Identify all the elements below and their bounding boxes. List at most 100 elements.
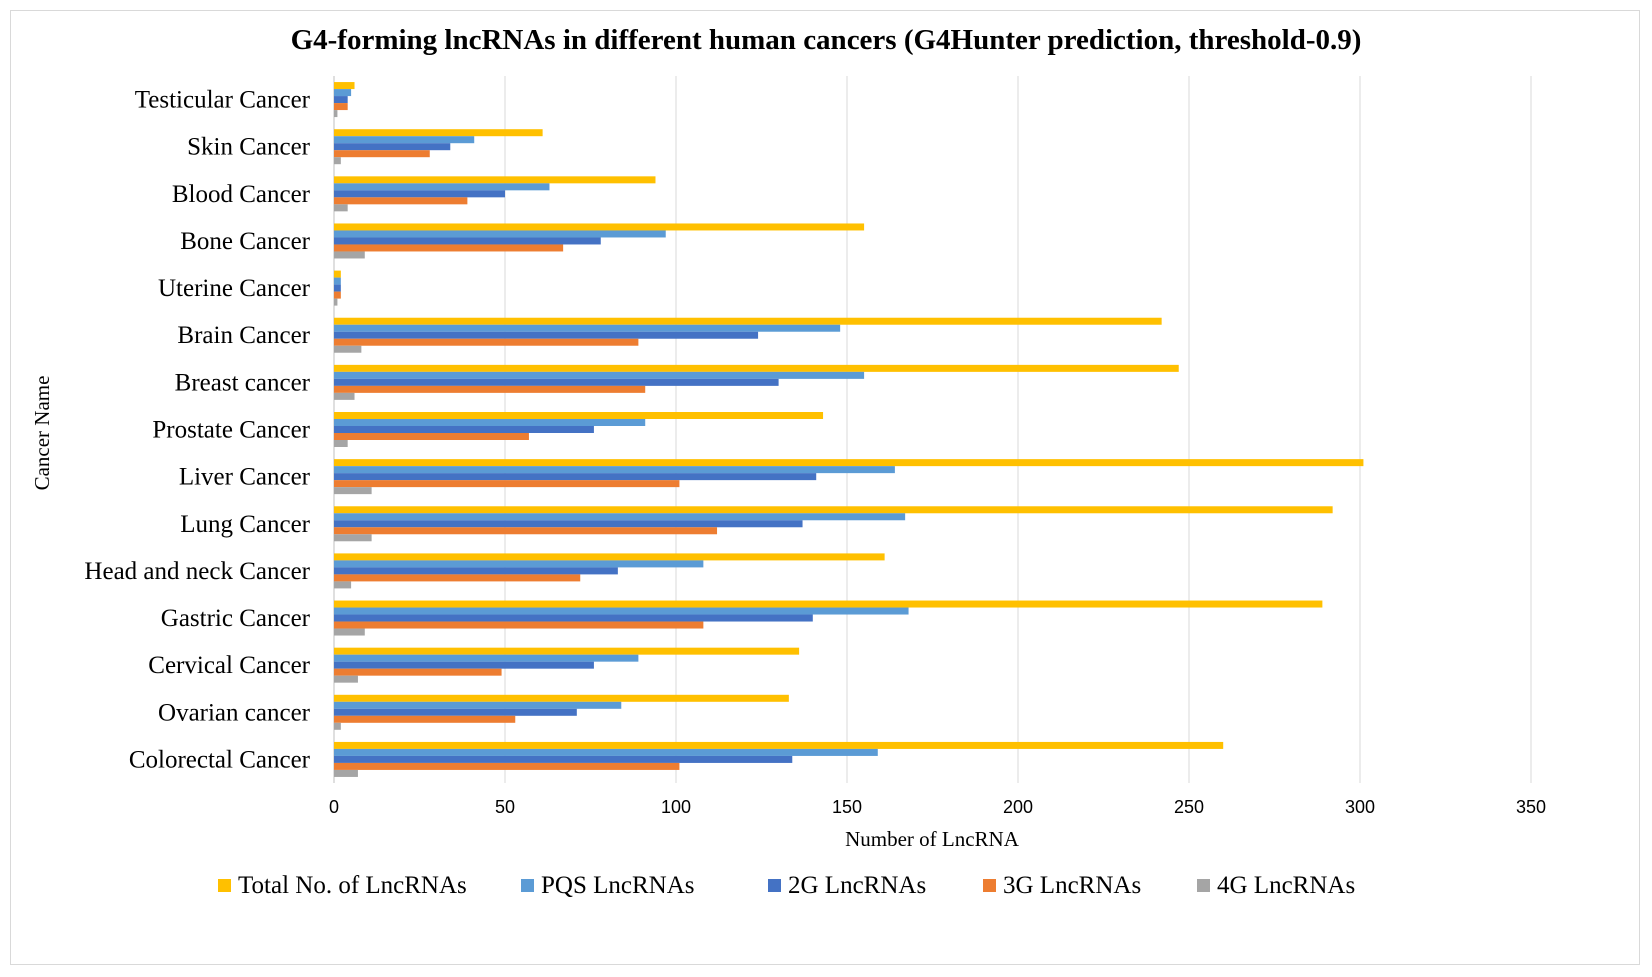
- bar: [334, 277, 341, 285]
- legend-label: 3G LncRNAs: [1003, 872, 1141, 899]
- bar: [334, 291, 341, 299]
- bar: [334, 433, 529, 440]
- bar: [334, 534, 372, 542]
- category-label: Skin Cancer: [187, 134, 311, 161]
- bar: [334, 324, 841, 332]
- bar: [334, 157, 341, 165]
- x-tick-label: 150: [832, 797, 862, 817]
- bar: [334, 150, 430, 158]
- bar: [334, 755, 793, 763]
- legend-label: PQS LncRNAs: [541, 872, 695, 899]
- category-label: Uterine Cancer: [158, 275, 311, 302]
- category-label: Testicular Cancer: [135, 87, 311, 114]
- bar: [334, 190, 505, 198]
- category-label: Gastric Cancer: [161, 605, 311, 632]
- bar: [334, 614, 813, 622]
- bar: [334, 675, 358, 683]
- legend-swatch: [1197, 879, 1210, 892]
- x-tick-label: 300: [1345, 797, 1375, 817]
- bar: [334, 574, 581, 582]
- bar: [334, 371, 865, 379]
- bar: [334, 668, 502, 676]
- bar: [334, 270, 341, 278]
- bar: [334, 204, 348, 212]
- bar: [334, 129, 543, 137]
- bar: [334, 600, 1323, 608]
- legend: Total No. of LncRNAs PQS LncRNAs 2G LncRNA…: [218, 872, 1355, 899]
- bar: [334, 331, 759, 339]
- category-label: Ovarian cancer: [158, 699, 311, 726]
- legend-swatch: [521, 879, 534, 892]
- chart-svg: G4-forming lncRNAs in different human ca…: [30, 24, 1546, 899]
- bar: [334, 722, 341, 730]
- category-label: Lung Cancer: [180, 511, 310, 538]
- bar: [334, 628, 365, 636]
- bar: [334, 378, 779, 386]
- bar: [334, 364, 1179, 372]
- category-label: Liver Cancer: [179, 464, 311, 491]
- y-axis-title: Cancer Name: [30, 376, 54, 491]
- x-tick-labels: 0 50 100 150 200 250 300 350: [329, 797, 1546, 817]
- x-tick-label: 250: [1174, 797, 1204, 817]
- category-label: Brain Cancer: [177, 322, 310, 349]
- category-labels: Colorectal Cancer Ovarian cancer Cervical …: [84, 87, 310, 774]
- bar: [334, 385, 646, 393]
- bar: [334, 708, 577, 716]
- bar: [334, 136, 475, 144]
- bar: [334, 581, 352, 589]
- bar: [334, 513, 906, 521]
- legend-label: Total No. of LncRNAs: [238, 872, 467, 899]
- bar: [334, 661, 594, 669]
- legend-swatch: [768, 879, 781, 892]
- bar: [334, 412, 824, 419]
- category-label: Breast cancer: [175, 369, 311, 396]
- bar: [334, 473, 817, 481]
- category-label: Cervical Cancer: [148, 652, 310, 679]
- x-tick-label: 350: [1516, 797, 1546, 817]
- bar: [334, 466, 895, 474]
- bar: [334, 419, 646, 426]
- bar: [334, 527, 718, 535]
- bar: [334, 480, 680, 488]
- chart-title: G4-forming lncRNAs in different human ca…: [291, 24, 1362, 56]
- bars: [334, 82, 1364, 777]
- bar: [334, 223, 865, 231]
- bar: [334, 694, 789, 702]
- bar: [334, 506, 1333, 514]
- bar: [334, 89, 352, 97]
- bar: [334, 715, 516, 723]
- bar: [334, 183, 550, 191]
- x-tick-label: 100: [661, 797, 691, 817]
- bar: [334, 197, 468, 205]
- legend-swatch: [983, 879, 996, 892]
- category-label: Blood Cancer: [172, 181, 311, 208]
- bar: [334, 392, 355, 400]
- category-label: Prostate Cancer: [152, 417, 310, 444]
- bar: [334, 96, 348, 104]
- bar: [334, 741, 1224, 749]
- bar: [334, 560, 704, 568]
- bar: [334, 345, 362, 353]
- bar: [334, 654, 639, 662]
- bar: [334, 553, 885, 561]
- bar: [334, 621, 704, 629]
- bar: [334, 607, 909, 615]
- bar: [334, 487, 372, 495]
- legend-label: 2G LncRNAs: [788, 872, 926, 899]
- category-label: Colorectal Cancer: [129, 746, 311, 773]
- category-label: Head and neck Cancer: [84, 558, 310, 585]
- bar: [334, 748, 878, 756]
- bar: [334, 701, 622, 709]
- bar: [334, 251, 365, 259]
- bar: [334, 110, 338, 118]
- bar: [334, 143, 451, 151]
- x-tick-label: 0: [329, 797, 339, 817]
- bar: [334, 338, 639, 346]
- chart-frame: G4-forming lncRNAs in different human ca…: [10, 10, 1640, 965]
- bar: [334, 440, 348, 447]
- legend-swatch: [218, 879, 231, 892]
- bar: [334, 769, 358, 777]
- bar: [334, 762, 680, 770]
- bar: [334, 103, 348, 111]
- bar: [334, 317, 1162, 325]
